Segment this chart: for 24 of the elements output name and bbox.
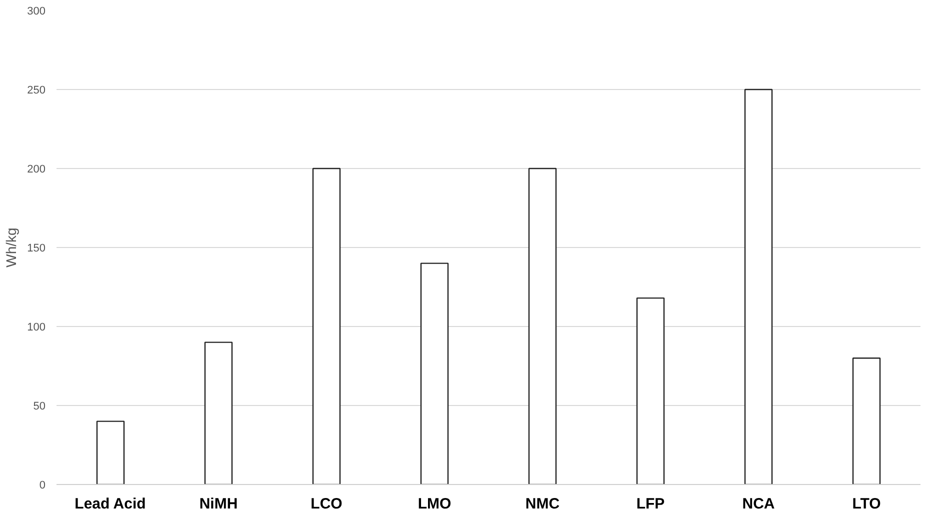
x-tick-label: NMC: [525, 496, 560, 512]
y-tick-label: 250: [27, 84, 46, 96]
y-tick-label: 200: [27, 164, 46, 176]
bar: [204, 342, 233, 484]
x-tick-label: LMO: [418, 496, 452, 512]
y-tick-label: 0: [39, 480, 46, 492]
bar: [744, 88, 773, 484]
x-tick-label: NCA: [742, 496, 775, 512]
x-tick-label: LTO: [852, 496, 882, 512]
x-tick-label: LFP: [636, 496, 665, 512]
x-tick-label: Lead Acid: [74, 496, 146, 512]
x-tick-label: NiMH: [199, 496, 238, 512]
y-tick-label: 50: [33, 400, 46, 412]
bar: [420, 262, 449, 484]
bar: [852, 358, 881, 484]
bar: [312, 168, 341, 484]
y-tick-label: 150: [27, 242, 46, 254]
bar: [528, 168, 557, 484]
y-tick-label: 300: [27, 6, 46, 18]
y-axis-title: Wh/kg: [3, 228, 20, 268]
bar: [636, 297, 665, 484]
y-tick-label: 100: [27, 322, 46, 334]
x-tick-label: LCO: [310, 496, 343, 512]
bar: [96, 420, 125, 484]
